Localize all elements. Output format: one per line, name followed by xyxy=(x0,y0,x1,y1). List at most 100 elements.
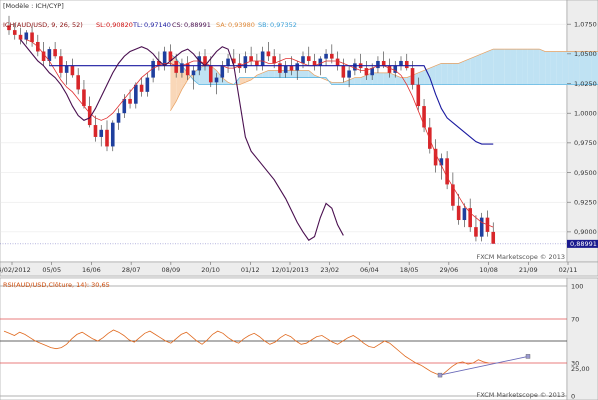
date-tick-label: 18/05 xyxy=(400,266,419,274)
cloud-segment xyxy=(527,49,534,85)
cloud-segment xyxy=(585,51,592,85)
candle-body xyxy=(416,84,421,107)
cloud-segment xyxy=(256,72,263,78)
cloud-segment xyxy=(447,63,453,85)
candle-body xyxy=(151,60,155,78)
candle-body xyxy=(370,68,374,76)
candle-body xyxy=(128,98,132,104)
cloud-segment xyxy=(499,49,505,85)
trendline-handle xyxy=(437,372,443,378)
cloud-segment xyxy=(591,51,597,85)
candle-body xyxy=(47,49,52,61)
cloud-segment xyxy=(493,49,499,85)
cloud-segment xyxy=(343,79,350,85)
tl-value: 0,97140 xyxy=(144,21,171,29)
candle-body xyxy=(41,51,46,61)
candle-body xyxy=(18,34,23,40)
candle-body xyxy=(82,89,86,107)
cloud-segment xyxy=(337,82,344,85)
cloud-segment xyxy=(354,77,361,85)
candle-body xyxy=(197,56,202,71)
candle-body xyxy=(410,68,415,85)
senkou-span-a xyxy=(170,48,598,112)
candle-body xyxy=(191,70,196,76)
candle-body xyxy=(232,58,236,64)
candle-body xyxy=(260,51,265,66)
date-tick-label: 28/07 xyxy=(122,266,141,274)
price-tick-label: 1,0500 xyxy=(574,50,597,58)
ich-label: ICH(AUD/USD, 9, 26, 52) xyxy=(3,21,83,29)
price-axis-ticks: 1,0750 1,0500 1,0250 1,0000 0,9750 0,9500 0,92… xyxy=(567,20,597,236)
candle-body xyxy=(99,129,104,137)
candle-body xyxy=(59,56,63,73)
cloud-segment xyxy=(424,68,430,85)
candle-body xyxy=(491,231,496,244)
candle-body xyxy=(70,65,75,76)
candle-body xyxy=(289,65,294,71)
cloud-segment xyxy=(452,63,459,85)
model-label: [Modèle : ICH/CYP] xyxy=(3,2,64,10)
candle-body xyxy=(116,113,121,123)
date-axis[interactable] xyxy=(0,261,598,277)
candle-body xyxy=(53,49,57,57)
candle-body xyxy=(324,53,328,59)
candle-body xyxy=(283,65,288,73)
cloud-segment xyxy=(556,51,563,85)
cloud-segment xyxy=(308,70,315,78)
candle-body xyxy=(445,158,449,185)
cloud-segment xyxy=(395,75,401,85)
date-tick-label: 01/12 xyxy=(241,266,260,274)
candle-body xyxy=(439,158,444,166)
price-axis[interactable] xyxy=(566,0,598,263)
date-tick-label: 21/09 xyxy=(519,266,538,274)
date-tick-label: 20/10 xyxy=(201,266,220,274)
date-axis-ticks: 04/02/2012 05/05 16/06 28/07 08/09 20/10 01/12… xyxy=(0,262,577,274)
last-price-label: 0,88991 xyxy=(570,240,597,248)
trendline-handle xyxy=(525,354,531,359)
cs-value: 0,88991 xyxy=(184,21,211,29)
date-tick-label: 08/09 xyxy=(161,266,180,274)
candle-body xyxy=(364,68,369,76)
candle-body xyxy=(399,60,403,66)
cloud-segment xyxy=(418,70,425,85)
rsi-watermark: FXCM Marketscope © 2013 xyxy=(476,391,565,399)
cloud-segment xyxy=(239,77,246,85)
rsi-tick-label: 100 xyxy=(571,282,583,290)
cloud-segment xyxy=(291,70,298,78)
candle-body xyxy=(134,84,138,104)
date-tick-label: 06/04 xyxy=(360,266,379,274)
rsi-trendline xyxy=(439,355,529,376)
date-tick-label: 23/02 xyxy=(320,266,339,274)
candle-body xyxy=(381,60,386,66)
rsi-tick-label: 25,00 xyxy=(571,365,590,373)
candle-body xyxy=(93,125,98,137)
cloud-segment xyxy=(268,70,275,78)
candle-body xyxy=(306,56,311,61)
rsi-axis[interactable] xyxy=(566,277,598,400)
price-gridlines xyxy=(0,23,567,233)
candle-body xyxy=(266,51,271,57)
rsi-line xyxy=(3,329,489,376)
candle-body xyxy=(220,65,225,78)
candle-body xyxy=(168,51,173,61)
candle-body xyxy=(30,32,34,42)
candle-body xyxy=(110,122,115,147)
rsi-panel[interactable] xyxy=(0,277,568,400)
candle-body xyxy=(180,63,184,73)
cloud-segment xyxy=(429,65,436,85)
price-tick-label: 0,9000 xyxy=(574,228,597,236)
cloud-segment xyxy=(487,49,494,85)
candle-body xyxy=(353,63,357,71)
candle-body xyxy=(433,148,438,166)
candle-body xyxy=(474,227,478,237)
tenkan-sen-line xyxy=(26,39,494,228)
date-tick-label: 10/08 xyxy=(479,266,498,274)
candle-body xyxy=(64,65,69,73)
candle-body xyxy=(318,58,323,66)
cloud-segment xyxy=(458,60,465,85)
cloud-segment xyxy=(545,51,551,85)
cloud-segment xyxy=(510,49,517,85)
candle-body xyxy=(335,58,340,66)
candle-body xyxy=(422,106,426,128)
